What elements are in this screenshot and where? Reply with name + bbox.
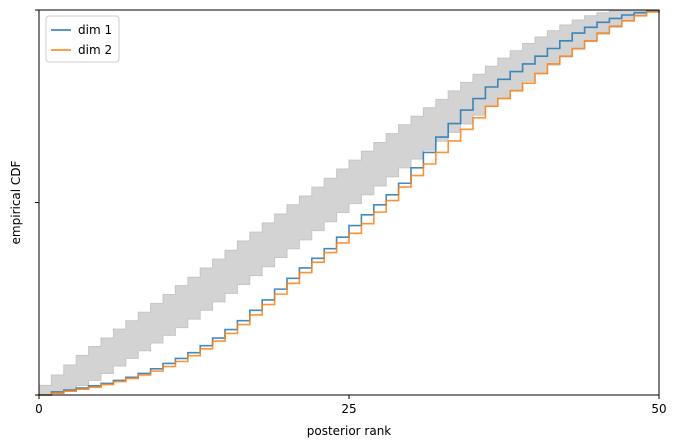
x-axis-label: posterior rank — [307, 424, 392, 438]
x-tick-label: 0 — [35, 402, 43, 416]
series-layer — [39, 10, 660, 396]
series-line-dim-2 — [39, 10, 660, 396]
y-axis-label: empirical CDF — [9, 160, 23, 244]
x-tick-label: 50 — [651, 402, 666, 416]
axis-ticks: 0 25 50 — [35, 9, 667, 416]
x-tick-label: 25 — [341, 402, 356, 416]
series-line-dim-1 — [39, 10, 660, 396]
legend-label-dim-1: dim 1 — [78, 23, 112, 37]
confidence-band-layer — [38, 9, 660, 396]
legend: dim 1 dim 2 — [45, 15, 120, 63]
legend-label-dim-2: dim 2 — [78, 43, 112, 57]
confidence-band — [38, 9, 660, 396]
